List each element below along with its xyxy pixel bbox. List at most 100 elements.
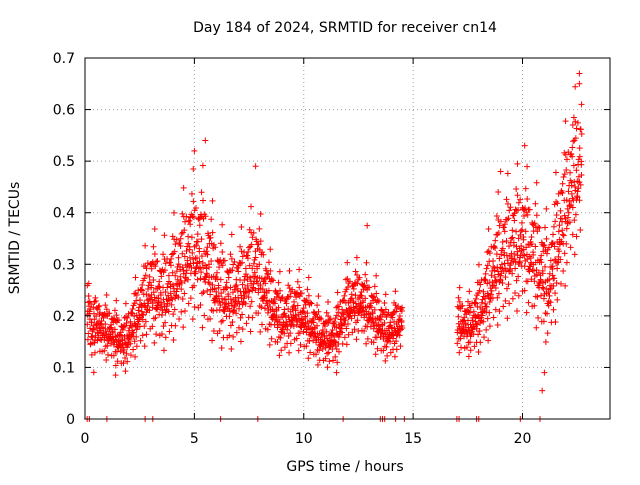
- data-point: [91, 349, 98, 356]
- data-point: [568, 190, 575, 197]
- data-point: [232, 283, 239, 290]
- data-point: [171, 248, 178, 255]
- data-point: [327, 316, 334, 323]
- data-point: [497, 168, 504, 175]
- data-point: [475, 349, 482, 356]
- data-point: [332, 342, 339, 349]
- data-point: [323, 309, 330, 316]
- data-point: [346, 310, 353, 317]
- data-point: [103, 292, 110, 299]
- data-point: [208, 307, 215, 314]
- data-point: [256, 261, 263, 268]
- data-point: [92, 294, 99, 301]
- data-point: [268, 335, 275, 342]
- data-point: [304, 310, 311, 317]
- data-point: [521, 252, 528, 259]
- data-point: [193, 254, 200, 261]
- data-point: [392, 302, 399, 309]
- data-point: [103, 306, 110, 313]
- data-point: [494, 231, 501, 238]
- data-point: [104, 342, 111, 349]
- data-point: [474, 321, 481, 328]
- data-point: [514, 192, 521, 199]
- data-point: [323, 318, 330, 325]
- data-point: [150, 315, 157, 322]
- data-point: [193, 242, 200, 249]
- data-point: [572, 211, 579, 218]
- data-point: [569, 204, 576, 211]
- data-point: [330, 357, 337, 364]
- data-point: [248, 203, 255, 210]
- data-point: [274, 318, 281, 325]
- data-point: [393, 308, 400, 315]
- data-point: [241, 277, 248, 284]
- data-point: [217, 276, 224, 283]
- data-point: [523, 244, 530, 251]
- data-point: [186, 254, 193, 261]
- data-point: [165, 308, 172, 315]
- data-point: [249, 314, 256, 321]
- data-point: [544, 310, 551, 317]
- data-point: [559, 227, 566, 234]
- data-point: [227, 322, 234, 329]
- data-point: [104, 351, 111, 358]
- data-point: [345, 314, 352, 321]
- data-point: [556, 248, 563, 255]
- data-point: [247, 303, 254, 310]
- data-point: [217, 240, 224, 247]
- data-point: [168, 255, 175, 262]
- x-tick-label: 15: [404, 431, 422, 447]
- data-point: [181, 308, 188, 315]
- data-point: [194, 238, 201, 245]
- data-point: [146, 307, 153, 314]
- data-point: [164, 300, 171, 307]
- data-point: [501, 221, 508, 228]
- data-point: [359, 307, 366, 314]
- data-point: [282, 312, 289, 319]
- data-point: [197, 302, 204, 309]
- data-point: [471, 299, 478, 306]
- data-point: [547, 257, 554, 264]
- data-point: [508, 255, 515, 262]
- data-point: [483, 265, 490, 272]
- data-point: [231, 286, 238, 293]
- data-point: [349, 329, 356, 336]
- data-point: [196, 245, 203, 252]
- data-point: [103, 357, 110, 364]
- data-point: [217, 257, 224, 264]
- data-point: [533, 212, 540, 219]
- data-point: [152, 263, 159, 270]
- data-point: [154, 258, 161, 265]
- data-point: [363, 340, 370, 347]
- data-point: [216, 327, 223, 334]
- data-point: [531, 278, 538, 285]
- data-point: [539, 284, 546, 291]
- data-point: [256, 303, 263, 310]
- data-point: [563, 225, 570, 232]
- data-point: [208, 216, 215, 223]
- data-point: [133, 333, 140, 340]
- data-point: [162, 319, 169, 326]
- data-point: [141, 275, 148, 282]
- data-point: [242, 300, 249, 307]
- data-point: [538, 252, 545, 259]
- data-point: [540, 243, 547, 250]
- data-point: [550, 306, 557, 313]
- data-point: [179, 296, 186, 303]
- data-point: [268, 276, 275, 283]
- data-point: [243, 320, 250, 327]
- data-point: [477, 339, 484, 346]
- data-point: [399, 304, 406, 311]
- data-point: [281, 344, 288, 351]
- data-point: [333, 304, 340, 311]
- data-point: [344, 284, 351, 291]
- data-point: [262, 280, 269, 287]
- data-point: [456, 349, 463, 356]
- data-point: [178, 286, 185, 293]
- data-point: [152, 314, 159, 321]
- data-point: [167, 290, 174, 297]
- data-point: [355, 310, 362, 317]
- data-point: [178, 279, 185, 286]
- data-point: [480, 288, 487, 295]
- data-point: [230, 261, 237, 268]
